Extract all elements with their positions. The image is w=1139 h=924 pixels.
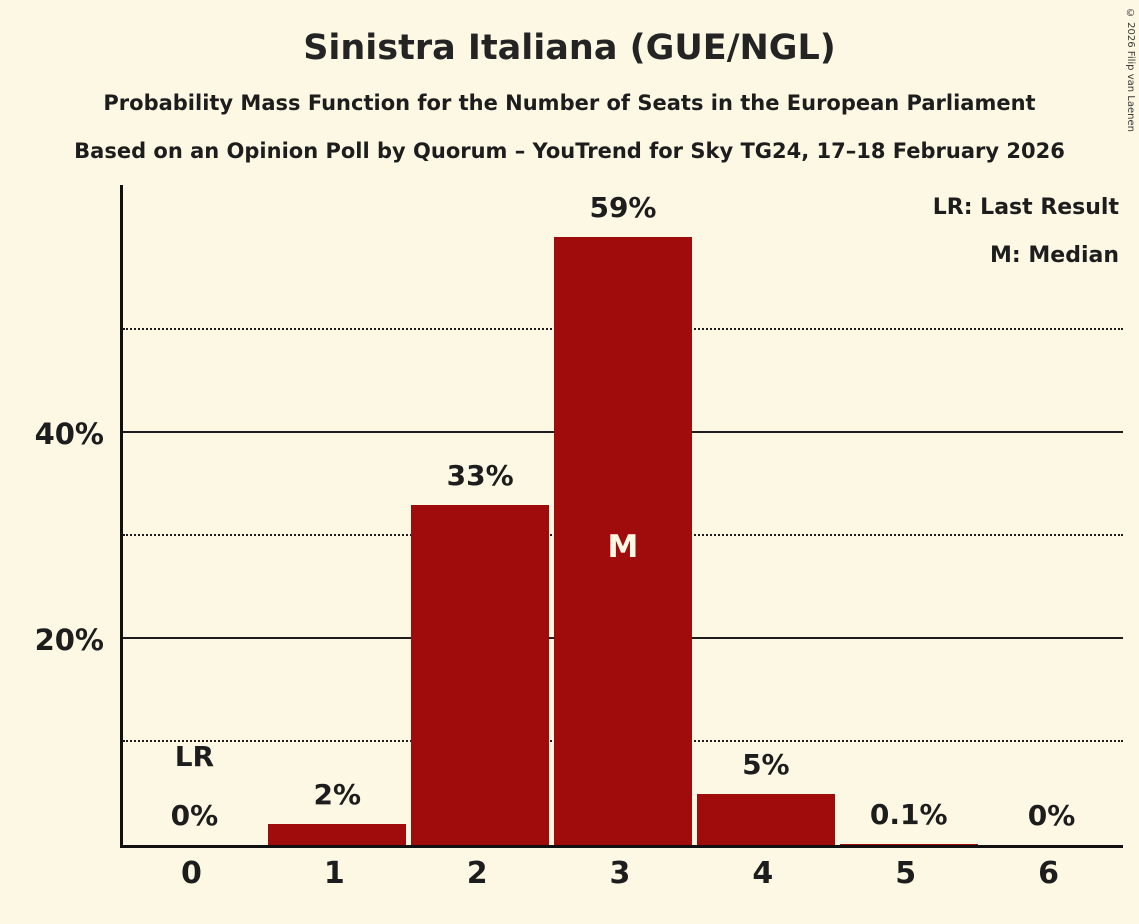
- last-result-label: LR: [174, 740, 215, 773]
- bar-label: 0%: [170, 799, 219, 832]
- bar-label: 5%: [742, 747, 790, 781]
- legend-median: M: Median: [990, 243, 1119, 268]
- subtitle-poll-source: Based on an Opinion Poll by Quorum – You…: [74, 139, 1065, 163]
- page-title: Sinistra Italiana (GUE/NGL): [303, 28, 836, 68]
- bar: [411, 505, 550, 845]
- x-tick-label: 4: [752, 856, 774, 891]
- x-tick-label: 2: [466, 856, 488, 891]
- legend: LR: Last Result M: Median: [933, 184, 1119, 280]
- bar-label: 0.1%: [869, 797, 948, 831]
- x-tick-label: 1: [323, 856, 345, 891]
- x-tick-label: 6: [1038, 856, 1059, 891]
- x-tick-label: 3: [609, 856, 631, 891]
- bar: [554, 237, 692, 845]
- bar-label: 2%: [313, 778, 362, 812]
- median-label: M: [607, 529, 639, 565]
- subtitle-pmf: Probability Mass Function for the Number…: [103, 91, 1036, 115]
- x-tick-label: 0: [180, 856, 202, 891]
- plot-area: 0% 2% 33% 59% 5% 0.1% 0% LR M: [120, 185, 1123, 848]
- bar: [268, 824, 407, 845]
- legend-last-result: LR: Last Result: [932, 195, 1119, 220]
- copyright-notice: © 2026 Filip van Laenen: [1125, 8, 1136, 132]
- y-axis-labels: 20% 40%: [0, 185, 104, 845]
- y-tick-label: 40%: [34, 417, 104, 451]
- bar: [839, 843, 978, 845]
- y-tick-label: 20%: [34, 623, 104, 657]
- bar: [696, 793, 835, 845]
- bar-label: 0%: [1027, 799, 1076, 832]
- x-axis-labels: 0 1 2 3 4 5 6: [120, 856, 1120, 902]
- x-tick-label: 5: [895, 856, 917, 891]
- bar-label: 33%: [446, 459, 514, 493]
- bar-label: 59%: [589, 191, 657, 225]
